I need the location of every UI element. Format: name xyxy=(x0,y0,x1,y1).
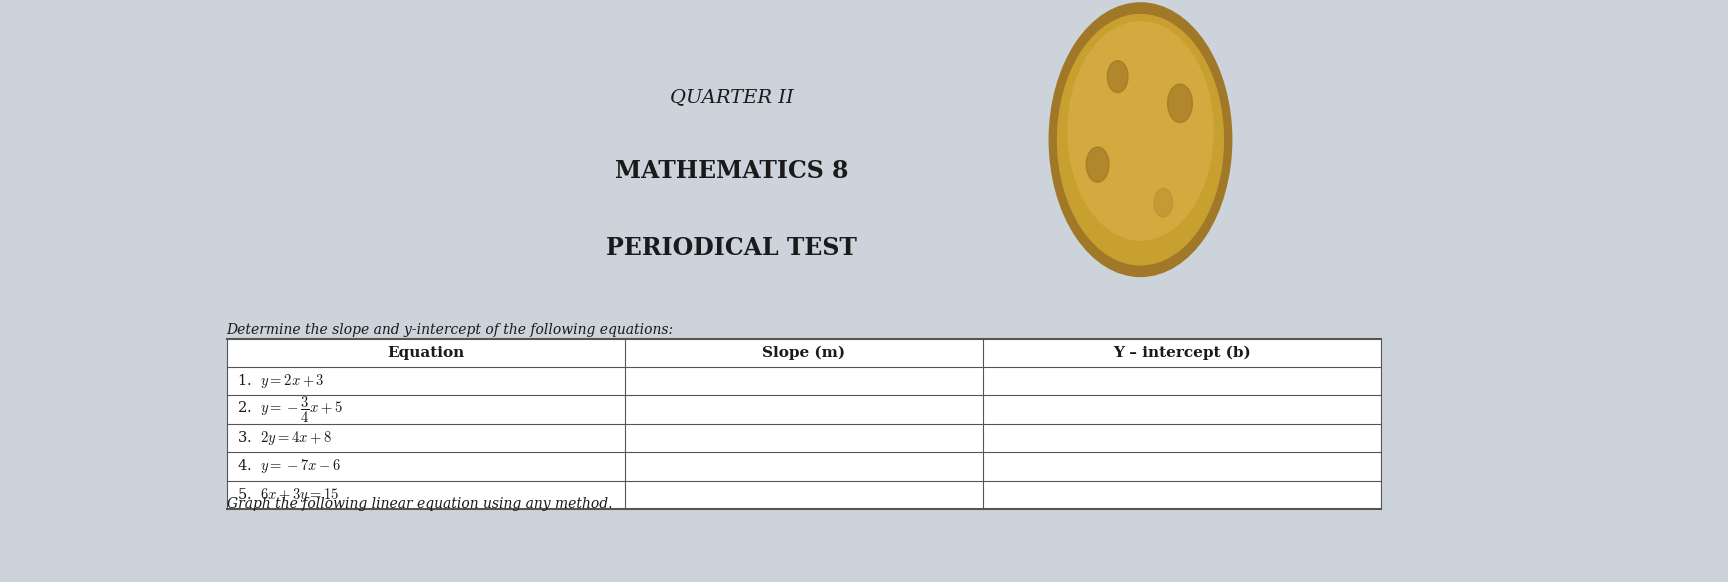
Text: QUARTER II: QUARTER II xyxy=(670,88,793,106)
Ellipse shape xyxy=(1087,147,1109,182)
Text: Equation: Equation xyxy=(387,346,465,360)
Text: Slope (m): Slope (m) xyxy=(762,346,845,360)
Text: 1.  $y = 2x + 3$: 1. $y = 2x + 3$ xyxy=(237,372,325,391)
Text: MATHEMATICS 8: MATHEMATICS 8 xyxy=(615,159,848,183)
Text: Determine the slope and y-intercept of the following equations:: Determine the slope and y-intercept of t… xyxy=(226,323,674,337)
Ellipse shape xyxy=(1154,189,1173,217)
Text: 5.  $6x + 3y = 15$: 5. $6x + 3y = 15$ xyxy=(237,486,340,504)
Ellipse shape xyxy=(1058,15,1223,265)
Ellipse shape xyxy=(1068,22,1213,240)
Text: Graph the following linear equation using any method.: Graph the following linear equation usin… xyxy=(226,497,612,511)
Text: PERIODICAL TEST: PERIODICAL TEST xyxy=(607,236,857,260)
Ellipse shape xyxy=(1168,84,1192,123)
Text: Y – intercept (b): Y – intercept (b) xyxy=(1113,346,1251,360)
Text: 2.  $y = -\dfrac{3}{4}x + 5$: 2. $y = -\dfrac{3}{4}x + 5$ xyxy=(237,395,344,425)
FancyBboxPatch shape xyxy=(226,339,1381,509)
Ellipse shape xyxy=(1049,3,1232,276)
Text: 3.  $2y = 4x + 8$: 3. $2y = 4x + 8$ xyxy=(237,429,332,447)
Ellipse shape xyxy=(1108,61,1128,93)
Text: 4.  $y = -7x - 6$: 4. $y = -7x - 6$ xyxy=(237,457,342,475)
